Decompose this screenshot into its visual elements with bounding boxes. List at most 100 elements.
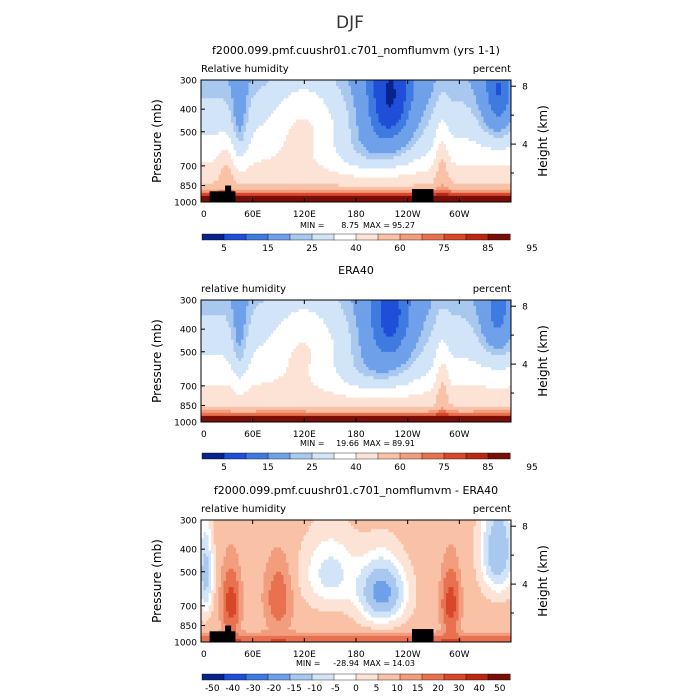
heatmap-cell xyxy=(236,147,239,151)
heatmap-cell xyxy=(353,156,357,160)
heatmap-cell xyxy=(203,150,207,154)
heatmap-cell xyxy=(368,156,372,160)
heatmap-cell xyxy=(306,183,309,188)
heatmap-cell xyxy=(306,159,309,163)
heatmap-cell xyxy=(213,153,217,157)
heatmap-cell xyxy=(378,116,382,121)
heatmap-cell xyxy=(291,83,294,87)
heatmap-cell xyxy=(438,192,442,197)
heatmap-cell xyxy=(286,174,289,178)
heatmap-cell xyxy=(271,162,274,166)
heatmap-cell xyxy=(498,83,502,87)
heatmap-cell xyxy=(283,86,287,90)
heatmap-cell xyxy=(466,116,469,121)
heatmap-cell xyxy=(291,195,294,200)
heatmap-cell xyxy=(471,156,474,160)
heatmap-cell xyxy=(411,128,414,133)
heatmap-cell xyxy=(228,177,232,182)
heatmap-cell xyxy=(296,131,299,136)
heatmap-cell xyxy=(268,150,272,154)
heatmap-cell xyxy=(281,165,284,169)
heatmap-cell xyxy=(396,162,399,166)
heatmap-cell xyxy=(456,104,459,108)
heatmap-cell xyxy=(393,107,397,111)
heatmap-cell xyxy=(406,195,409,200)
heatmap-cell xyxy=(293,125,297,130)
heatmap-cell xyxy=(438,144,442,148)
heatmap-cell xyxy=(338,116,342,121)
heatmap-cell xyxy=(388,80,392,84)
heatmap-cell xyxy=(436,150,439,154)
heatmap-cell xyxy=(476,137,479,142)
heatmap-cell xyxy=(221,134,224,139)
heatmap-cell xyxy=(446,80,449,84)
heatmap-cell xyxy=(508,168,512,172)
heatmap-cell xyxy=(308,144,312,148)
heatmap-cell xyxy=(421,150,424,154)
heatmap-cell xyxy=(431,134,434,139)
heatmap-cell xyxy=(301,180,304,185)
heatmap-cell xyxy=(456,83,459,87)
heatmap-cell xyxy=(328,192,332,197)
heatmap-cell xyxy=(343,125,347,130)
heatmap-cell xyxy=(331,92,334,96)
heatmap-cell xyxy=(436,110,439,114)
heatmap-cell xyxy=(288,171,292,175)
heatmap-cell xyxy=(468,122,472,127)
heatmap-cell xyxy=(238,83,242,87)
heatmap-cell xyxy=(346,153,349,157)
heatmap-cell xyxy=(393,147,397,151)
heatmap-cell xyxy=(423,174,427,178)
heatmap-cell xyxy=(491,104,494,108)
heatmap-cell xyxy=(328,119,332,124)
heatmap-cell xyxy=(356,92,359,96)
heatmap-cell xyxy=(251,147,254,151)
heatmap-cell xyxy=(431,186,434,191)
heatmap-cell xyxy=(211,162,214,166)
heatmap-cell xyxy=(308,180,312,185)
heatmap-cell xyxy=(303,116,307,121)
heatmap-cell xyxy=(256,107,259,111)
heatmap-cell xyxy=(501,122,504,127)
heatmap-cell xyxy=(351,174,354,178)
heatmap-cell xyxy=(256,122,259,127)
heatmap-cell xyxy=(241,156,244,160)
heatmap-cell xyxy=(296,168,299,172)
heatmap-cell xyxy=(208,83,212,87)
heatmap-cell xyxy=(496,134,499,139)
heatmap-cell xyxy=(341,189,344,194)
heatmap-cell xyxy=(436,113,439,117)
heatmap-cell xyxy=(296,101,299,105)
heatmap-cell xyxy=(456,177,459,182)
heatmap-cell xyxy=(248,165,252,169)
heatmap-cell xyxy=(391,131,394,136)
heatmap-cell xyxy=(328,153,332,157)
heatmap-cell xyxy=(298,156,302,160)
heatmap-cell xyxy=(203,125,207,130)
heatmap-cell xyxy=(206,156,209,160)
heatmap-cell xyxy=(426,165,429,169)
heatmap-cell xyxy=(398,122,402,127)
heatmap-cell xyxy=(473,137,477,142)
heatmap-cell xyxy=(371,113,374,117)
heatmap-cell xyxy=(361,171,364,175)
heatmap-cell xyxy=(293,183,297,188)
heatmap-cell xyxy=(398,189,402,194)
heatmap-cell xyxy=(241,186,244,191)
heatmap-cell xyxy=(323,119,327,124)
heatmap-cell xyxy=(341,198,344,203)
heatmap-cell xyxy=(253,189,257,194)
heatmap-cell xyxy=(398,89,402,93)
heatmap-cell xyxy=(461,156,464,160)
heatmap-cell xyxy=(288,110,292,114)
heatmap-cell xyxy=(461,86,464,90)
heatmap-cell xyxy=(278,174,282,178)
heatmap-cell xyxy=(303,98,307,102)
heatmap-cell xyxy=(333,131,337,136)
heatmap-cell xyxy=(353,110,357,114)
heatmap-cell xyxy=(206,174,209,178)
heatmap-cell xyxy=(481,165,484,169)
heatmap-cell xyxy=(381,104,384,108)
heatmap-cell xyxy=(313,192,317,197)
heatmap-cell xyxy=(303,165,307,169)
